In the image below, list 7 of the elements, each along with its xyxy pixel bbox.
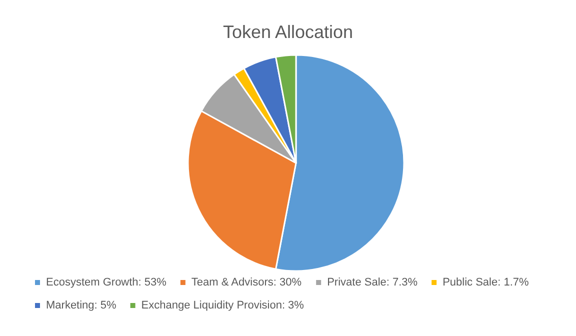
legend-label: Team & Advisors: 30% [191,276,302,288]
legend-label: Ecosystem Growth: 53% [46,276,167,288]
legend-label: Private Sale: 7.3% [327,276,418,288]
legend-label: Exchange Liquidity Provision: 3% [141,300,304,312]
legend-label: Marketing: 5% [46,300,117,312]
legend-label: Public Sale: 1.7% [442,276,530,288]
chart-title: Token Allocation [222,22,354,42]
